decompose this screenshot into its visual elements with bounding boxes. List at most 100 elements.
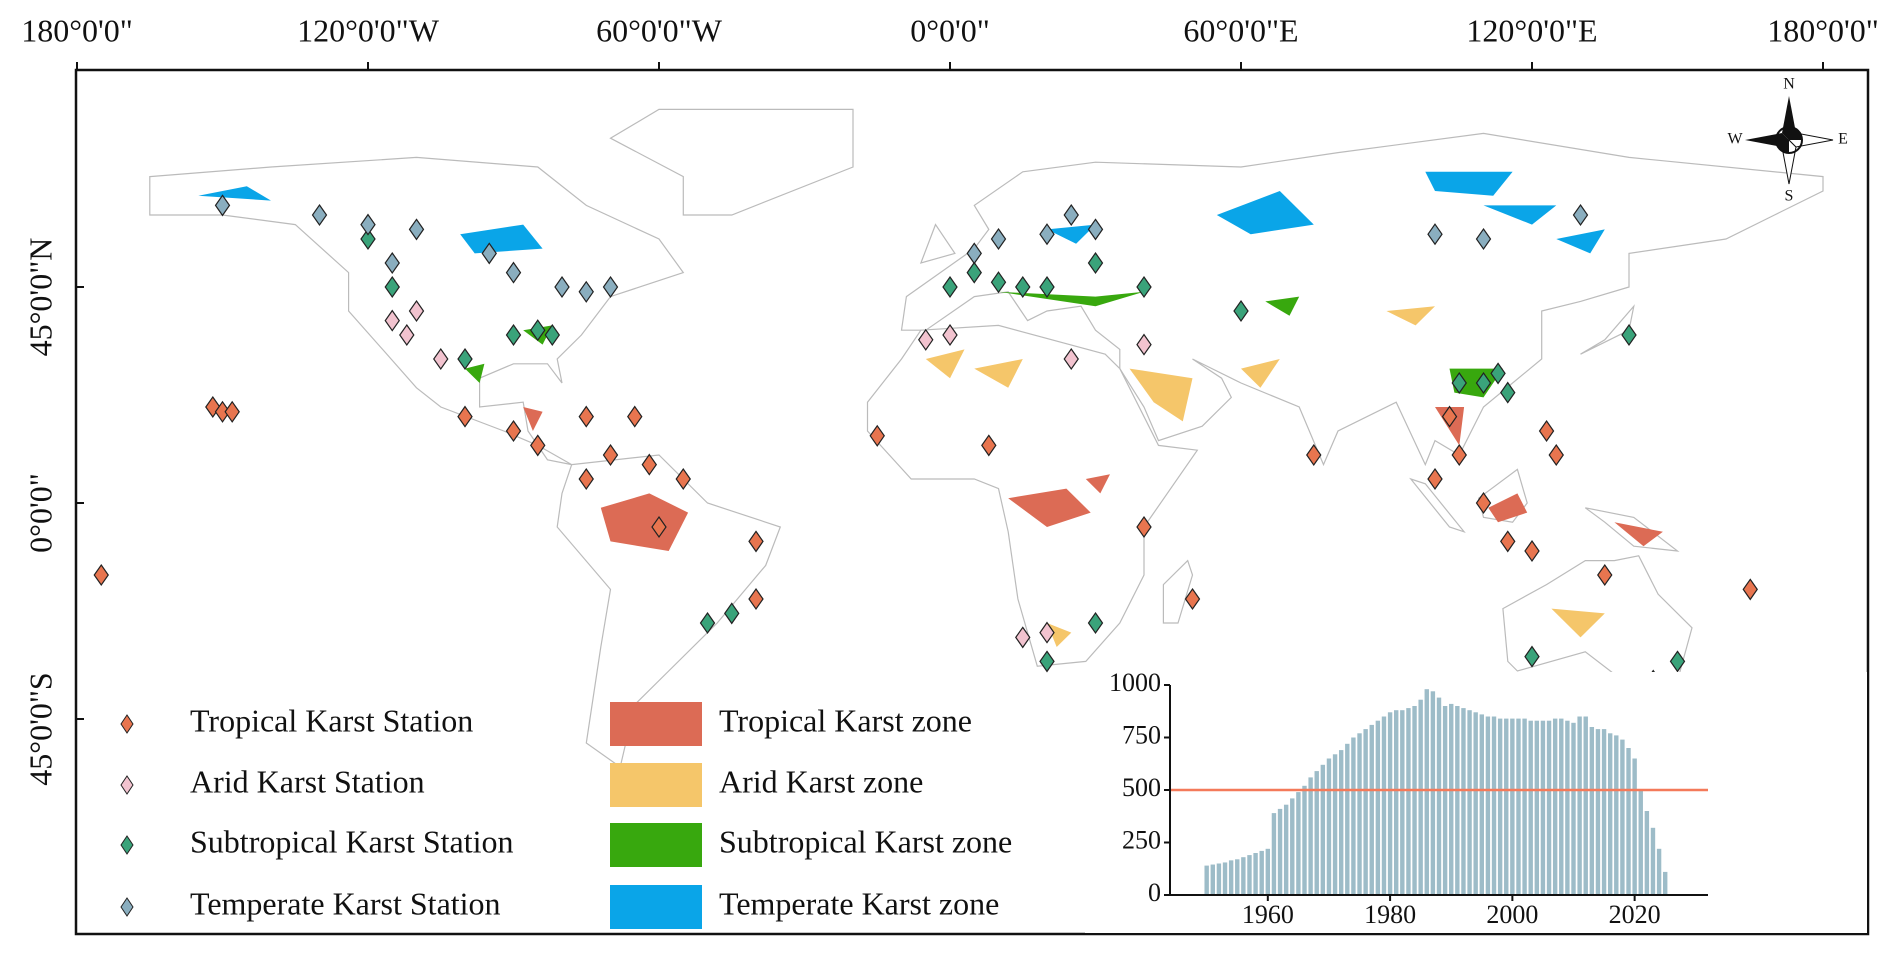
bar xyxy=(1345,743,1350,895)
karst-zone-area xyxy=(1129,368,1193,422)
bar xyxy=(1583,716,1588,895)
lon-tick-label: 120°0'0"W xyxy=(297,12,440,48)
station-marker xyxy=(990,271,1007,294)
karst-zone-area xyxy=(925,349,965,379)
lon-tick-label: 60°0'0"E xyxy=(1183,12,1298,48)
karst-zone-area xyxy=(1425,171,1513,196)
station-marker xyxy=(869,424,885,447)
station-marker xyxy=(1524,645,1540,668)
station-marker xyxy=(1039,621,1055,644)
land-outline xyxy=(900,132,1824,467)
bar xyxy=(1216,863,1222,895)
bar xyxy=(1620,739,1625,895)
bar xyxy=(1632,758,1637,895)
station-marker xyxy=(384,275,400,299)
bar xyxy=(1589,727,1595,895)
karst-zone-area xyxy=(1551,608,1605,638)
legend-label: Temperate Karst Station xyxy=(190,885,501,921)
station-marker xyxy=(981,434,997,457)
bar xyxy=(1546,720,1552,895)
station-marker xyxy=(602,275,619,299)
station-marker xyxy=(1306,443,1322,467)
bar xyxy=(1467,710,1472,895)
station-marker xyxy=(966,261,982,284)
karst-zone-area xyxy=(974,359,1023,388)
x-tick-label: 1960 xyxy=(1242,900,1294,929)
station-marker xyxy=(1597,563,1613,587)
station-marker xyxy=(1015,275,1031,299)
station-marker xyxy=(627,405,643,428)
station-marker xyxy=(990,227,1007,251)
land-outline xyxy=(919,223,956,264)
station-marker xyxy=(1087,251,1104,275)
bar xyxy=(1400,710,1405,895)
station-marker xyxy=(1184,587,1201,611)
legend-marker xyxy=(120,714,134,734)
station-marker xyxy=(408,299,425,323)
bar xyxy=(1510,718,1515,895)
y-tick-label: 1000 xyxy=(1109,668,1161,697)
bar xyxy=(1259,850,1264,895)
station-marker xyxy=(1039,275,1055,299)
karst-zone-area xyxy=(998,291,1144,307)
bar xyxy=(1326,758,1332,895)
bar xyxy=(1308,777,1313,895)
station-marker xyxy=(433,347,449,371)
bar xyxy=(1595,729,1601,895)
station-marker xyxy=(1669,650,1686,673)
bar xyxy=(1332,754,1338,895)
station-marker xyxy=(1427,467,1443,491)
bar xyxy=(1247,855,1252,895)
bar xyxy=(1663,871,1668,895)
karst-zone-area xyxy=(1085,474,1110,494)
bar xyxy=(1656,848,1662,895)
station-marker xyxy=(1572,203,1589,227)
station-marker xyxy=(544,323,561,347)
legend-label: Temperate Karst zone xyxy=(719,885,999,921)
station-marker xyxy=(384,309,400,332)
station-marker xyxy=(1548,443,1564,467)
bar xyxy=(1277,808,1283,895)
karst-zone-area xyxy=(1265,296,1300,316)
karst-zone-area xyxy=(1556,229,1605,254)
bar xyxy=(1302,785,1307,895)
legend-label: Subtropical Karst Station xyxy=(190,823,514,859)
station-marker xyxy=(505,419,522,443)
bar xyxy=(1436,697,1442,895)
station-marker xyxy=(748,587,764,611)
bar xyxy=(1626,748,1631,895)
station-marker xyxy=(748,530,764,553)
bar xyxy=(1449,703,1454,895)
karst-zone-area xyxy=(1488,493,1528,523)
station-marker xyxy=(505,261,522,284)
legend-label: Tropical Karst zone xyxy=(719,702,972,738)
land-outline xyxy=(1580,304,1635,355)
bar xyxy=(1338,750,1344,895)
station-marker xyxy=(1475,371,1492,395)
y-tick-label: 750 xyxy=(1122,720,1161,749)
station-marker xyxy=(966,242,982,265)
station-marker xyxy=(530,434,546,457)
karst-zone-area xyxy=(600,493,689,551)
bar xyxy=(1314,771,1319,895)
station-marker xyxy=(1427,223,1443,246)
legend-swatch xyxy=(610,823,702,867)
x-tick-label: 2020 xyxy=(1609,900,1661,929)
legend-marker xyxy=(120,835,134,855)
bar xyxy=(1387,712,1393,895)
bar xyxy=(1430,691,1436,895)
bar xyxy=(1491,716,1497,895)
bar xyxy=(1253,853,1258,895)
bar xyxy=(1473,712,1478,895)
compass-ring xyxy=(1776,127,1802,153)
y-tick-label: 0 xyxy=(1148,878,1161,907)
lon-tick-label: 120°0'0"E xyxy=(1466,12,1597,48)
station-marker xyxy=(408,218,425,241)
lon-tick-label: 0°0'0" xyxy=(910,12,990,48)
station-marker xyxy=(360,213,376,236)
bar xyxy=(1479,714,1484,895)
station-marker xyxy=(578,467,594,491)
compass-label: N xyxy=(1783,76,1795,93)
compass: N E S W xyxy=(1727,76,1847,205)
bar xyxy=(1638,790,1643,895)
